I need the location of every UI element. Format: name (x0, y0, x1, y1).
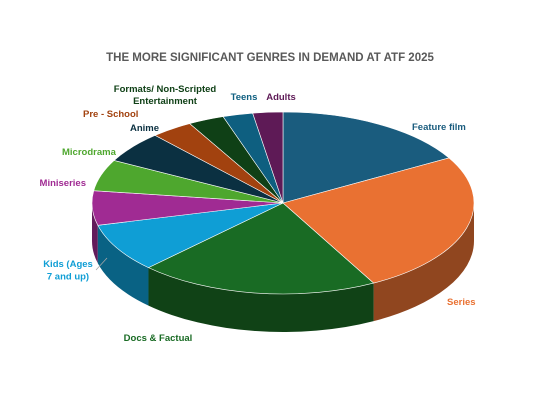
slice-side-kids-ages-7-and-up (97, 225, 149, 306)
label-kids-ages-7-and-up: Kids (Ages 7 and up) (43, 259, 93, 283)
pie-slices (91, 111, 475, 332)
label-series: Series (447, 297, 476, 308)
label-formats-non-scripted-entertainment: Formats/ Non-Scripted Entertainment (114, 84, 217, 107)
label-anime: Anime (130, 123, 159, 134)
label-miniseries: Miniseries (40, 178, 86, 189)
slice-feature-film (282, 111, 450, 204)
slice-labels: Feature film Series Docs & Factual Kids (Ag… (40, 84, 476, 344)
slice-side-miniseries (92, 203, 98, 264)
slice-side-series (373, 203, 474, 322)
slice-side-docs-factual (148, 267, 374, 332)
label-adults: Adults (266, 92, 296, 103)
slice-docs-factual (147, 202, 375, 295)
label-teens: Teens (231, 92, 258, 103)
label-microdrama: Microdrama (62, 147, 117, 158)
label-docs-factual: Docs & Factual (124, 333, 193, 344)
slice-adults (252, 111, 284, 204)
slice-series (282, 157, 475, 284)
slice-kids-ages-7-and-up (97, 202, 284, 268)
leader-line-kids (95, 257, 108, 271)
chart-title: THE MORE SIGNIFICANT GENRES IN DEMAND AT… (106, 52, 434, 64)
label-feature-film: Feature film (412, 122, 466, 133)
label-pre-school: Pre - School (83, 109, 138, 120)
